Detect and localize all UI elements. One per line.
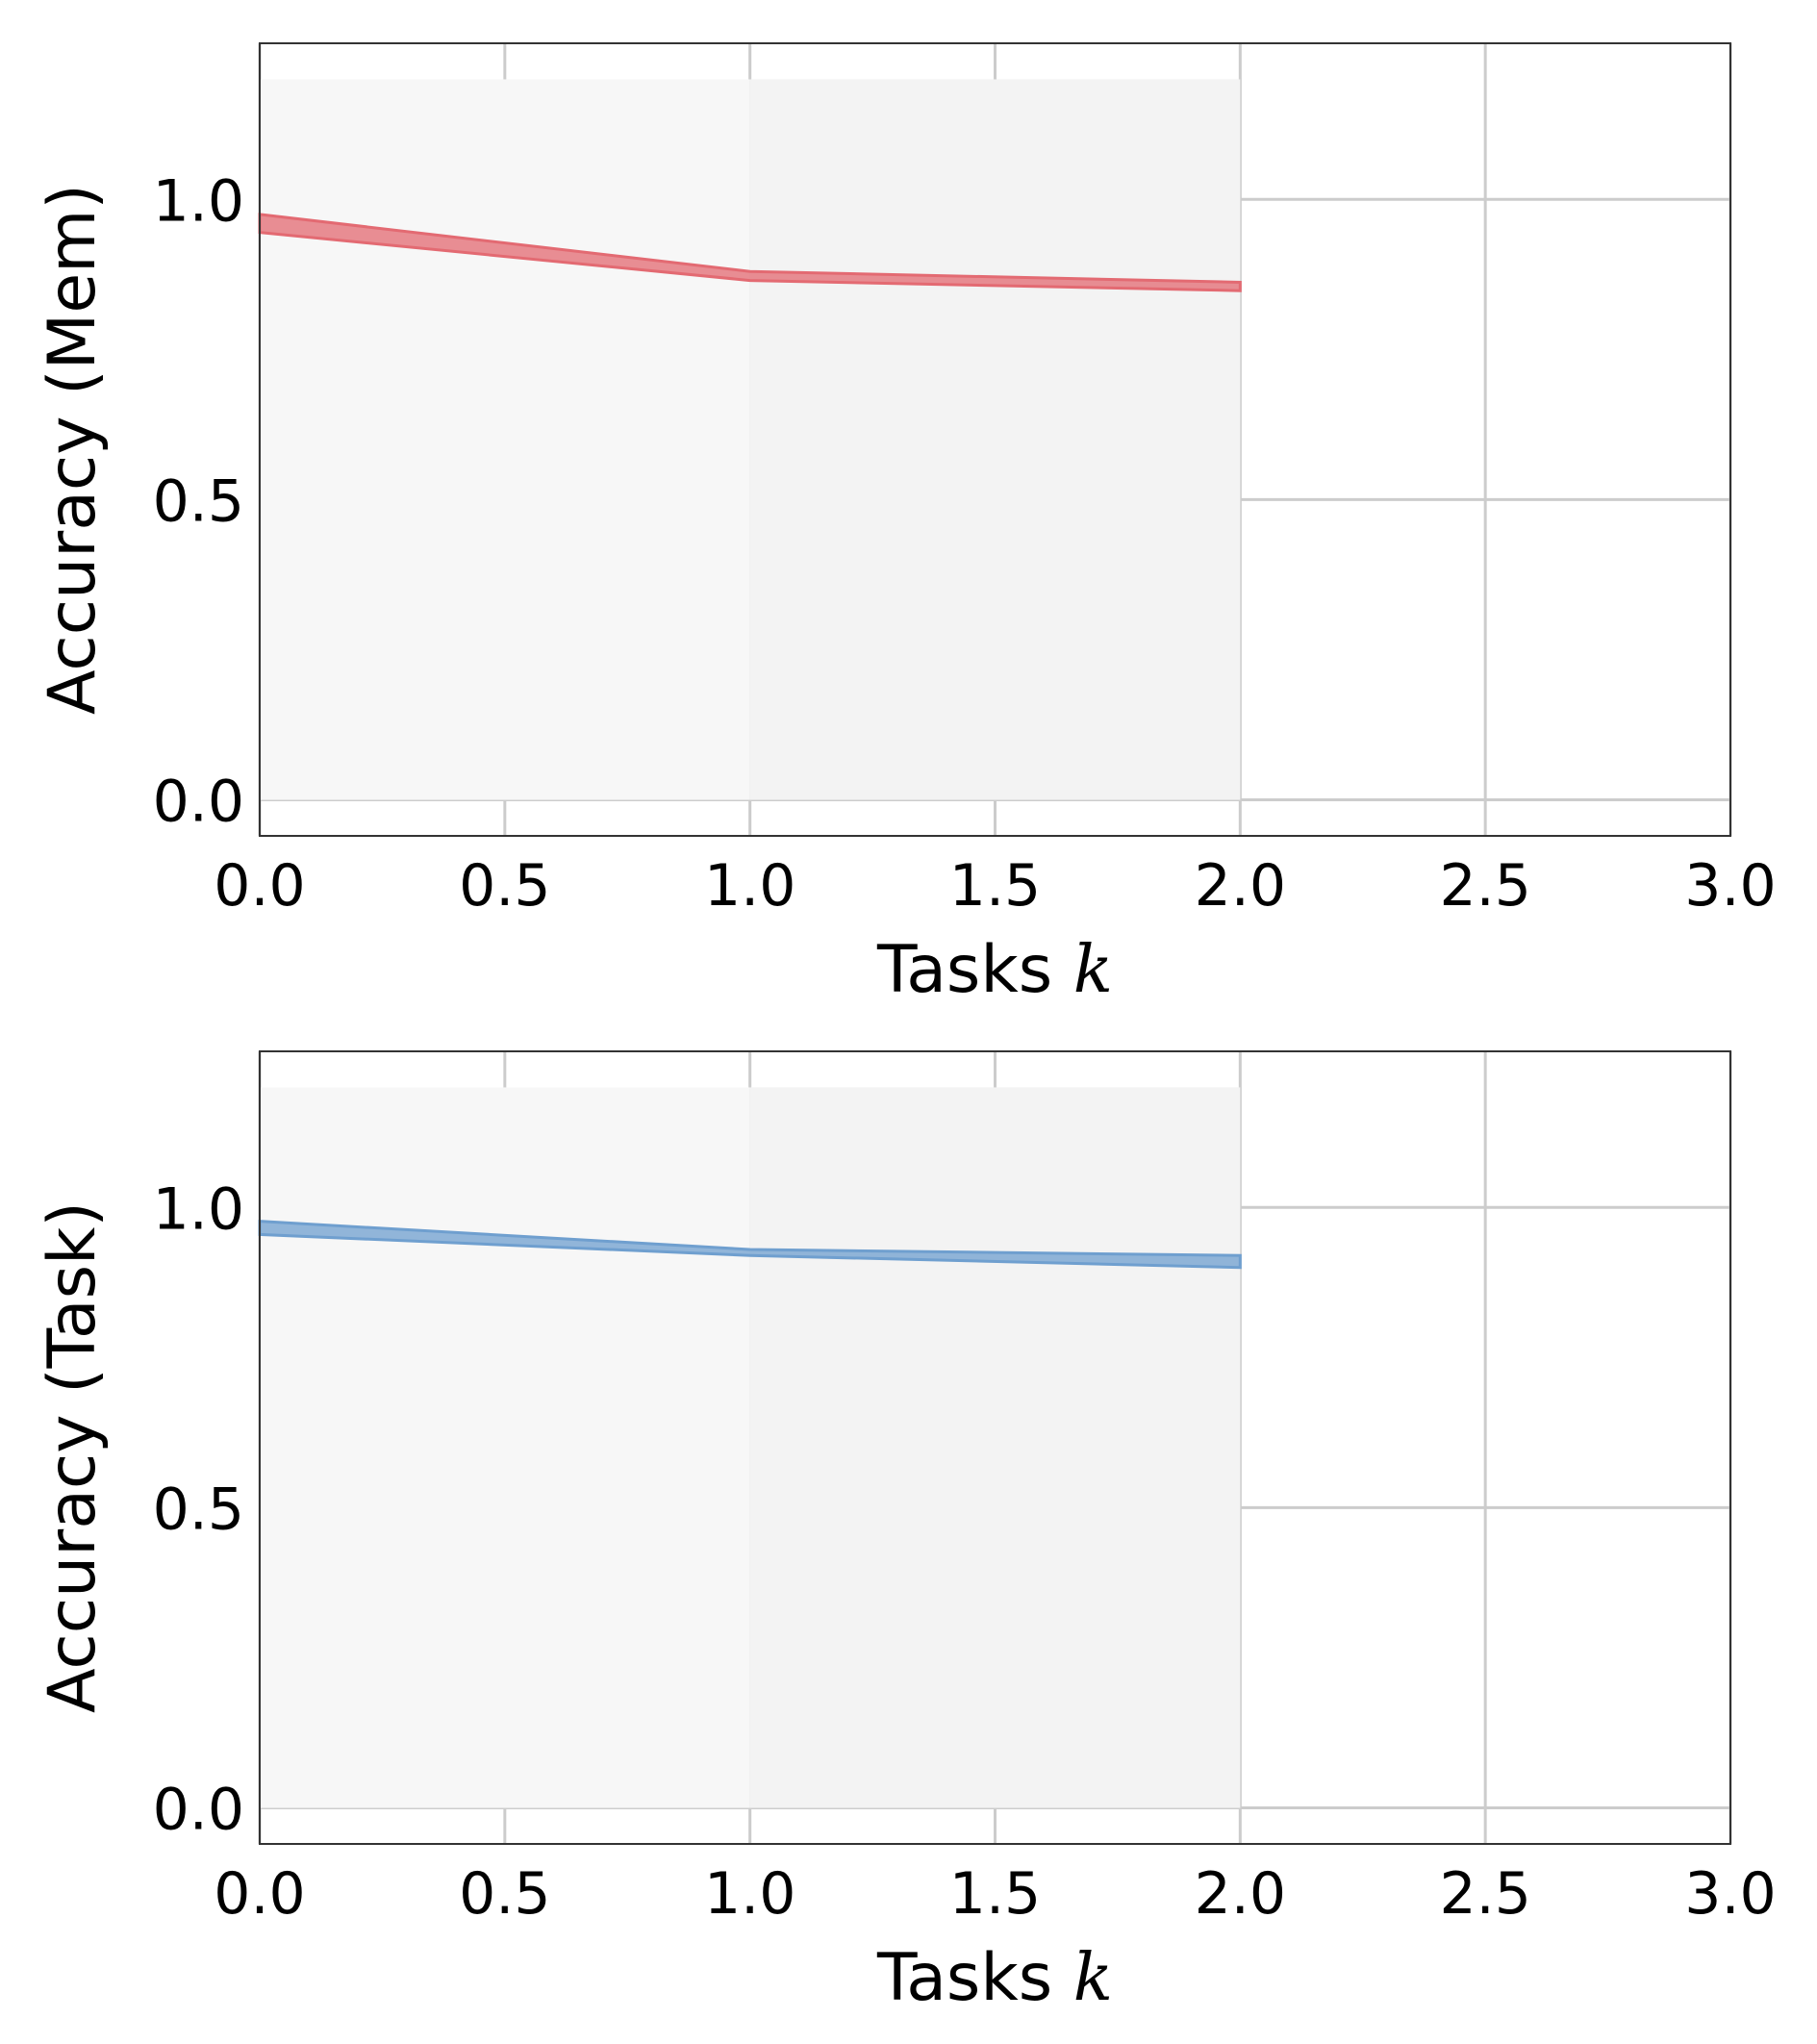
x-tick-label: 1.5 — [949, 852, 1041, 920]
x-axis-label: Tasks k — [876, 1940, 1113, 2016]
x-tick-label: 1.0 — [704, 1860, 795, 1928]
y-tick-label: 0.5 — [153, 467, 244, 535]
y-tick-label: 1.0 — [153, 1175, 244, 1243]
x-tick-label: 2.5 — [1439, 1860, 1530, 1928]
y-axis-label: Accuracy (Mem) — [35, 184, 111, 715]
y-tick-label: 0.0 — [153, 769, 244, 836]
shaded-region — [749, 1087, 1241, 1808]
x-tick-label: 3.0 — [1684, 1860, 1776, 1928]
y-tick-label: 0.5 — [153, 1476, 244, 1543]
x-axis-label: Tasks k — [876, 932, 1113, 1008]
shaded-region — [260, 79, 750, 800]
y-tick-label: 1.0 — [153, 167, 244, 235]
x-tick-label: 0.0 — [214, 1860, 305, 1928]
x-tick-label: 2.5 — [1439, 852, 1530, 920]
x-tick-label: 0.5 — [459, 1860, 550, 1928]
chart-1: 0.0 0.5 1.0 1.5 2.0 2.5 3.0 0.0 0.5 1.0 Tasks k Acc… — [35, 42, 1777, 1008]
x-tick-label: 3.0 — [1684, 852, 1776, 920]
x-tick-label: 0.5 — [459, 852, 550, 920]
chart-2: 0.0 0.5 1.0 1.5 2.0 2.5 3.0 0.0 0.5 1.0 Tasks k Acc… — [35, 1050, 1777, 2016]
plot-frame — [259, 42, 1731, 837]
y-tick-label: 0.0 — [153, 1777, 244, 1844]
x-tick-label: 1.0 — [704, 852, 795, 920]
x-tick-label: 1.5 — [949, 1860, 1041, 1928]
y-axis-label: Accuracy (Task) — [35, 1201, 111, 1713]
shaded-region — [749, 79, 1241, 800]
plot-frame — [259, 1050, 1731, 1845]
x-tick-label: 0.0 — [214, 852, 305, 920]
x-tick-label: 2.0 — [1195, 1860, 1286, 1928]
shaded-region — [260, 1087, 750, 1808]
x-tick-label: 2.0 — [1195, 852, 1286, 920]
